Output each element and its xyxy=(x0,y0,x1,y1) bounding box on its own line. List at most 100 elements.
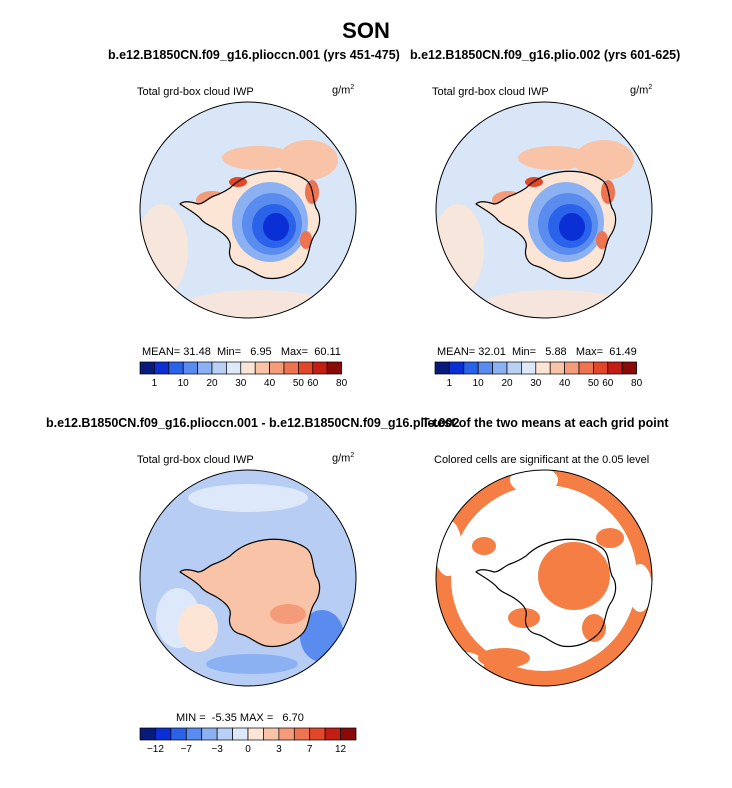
map-border xyxy=(139,469,357,687)
colorbar-tick-label: 0 xyxy=(245,744,251,755)
colorbar-tick-label: 3 xyxy=(276,744,282,755)
colorbar-tick-label: −12 xyxy=(147,744,164,755)
panel3-colorbar: −12 −7 −3 0 3 7 12 xyxy=(139,727,357,755)
map-field xyxy=(140,102,356,318)
panel1-colorbar: 1 10 20 30 40 50 60 80 xyxy=(139,361,348,389)
panel2-colorbar: 1 10 20 30 40 50 60 80 xyxy=(434,361,643,389)
interior-low-contour xyxy=(559,213,585,241)
antarctica-coastline xyxy=(179,538,321,648)
colorbar-cell xyxy=(549,361,565,375)
panel1-title: b.e12.B1850CN.f09_g16.plioccn.001 (yrs 4… xyxy=(108,48,400,62)
panel2-units: g/m2 xyxy=(630,84,653,97)
ocean-warm-patch xyxy=(188,290,328,318)
colorbar-cell xyxy=(278,727,295,741)
ocean-warm-patch xyxy=(484,290,624,318)
map-field xyxy=(436,102,652,318)
colorbar-tick-label: 20 xyxy=(501,378,513,389)
significant-patch xyxy=(478,648,530,668)
antarctica-coastline xyxy=(475,170,617,280)
colorbar-tick-label: 50 xyxy=(293,378,305,389)
map-border xyxy=(435,469,653,687)
colorbar-tick-label: 1 xyxy=(152,378,158,389)
panel3-units: g/m2 xyxy=(332,452,355,465)
colorbar-cell xyxy=(535,361,551,375)
colorbar-cell xyxy=(263,727,280,741)
colorbar-cell xyxy=(226,361,242,375)
land-diff-patch xyxy=(258,552,290,568)
coastal-high-patch xyxy=(518,146,590,170)
colorbar-cell xyxy=(211,361,227,375)
map-border xyxy=(435,101,653,319)
coastal-high-patch xyxy=(222,146,294,170)
significant-patch xyxy=(472,537,496,555)
panel1-map xyxy=(139,101,357,319)
colorbar-tick-label: 1 xyxy=(447,378,453,389)
colorbar-tick-label: 7 xyxy=(307,744,313,755)
colorbar-tick-label: 80 xyxy=(336,378,348,389)
panel1-units: g/m2 xyxy=(332,84,355,97)
panel2-title: b.e12.B1850CN.f09_g16.plio.002 (yrs 601-… xyxy=(410,48,681,62)
colorbar-cell xyxy=(154,361,170,375)
colorbar-cell xyxy=(232,727,249,741)
colorbar-tick-label: 50 xyxy=(588,378,600,389)
colorbar-cell xyxy=(521,361,537,375)
colorbar-tick-label: −7 xyxy=(181,744,193,755)
colorbar-tick-label: 30 xyxy=(235,378,247,389)
colorbar-cell xyxy=(168,361,184,375)
coastal-high-patch xyxy=(278,140,338,180)
ocean-diff-patch xyxy=(206,654,298,674)
colorbar-cell xyxy=(340,727,357,741)
significant-patch xyxy=(596,528,624,548)
colorbar-cell xyxy=(185,727,203,741)
colorbar-tick-label: 60 xyxy=(602,378,614,389)
colorbar-cell xyxy=(170,727,187,741)
colorbar-tick-label: −3 xyxy=(211,744,223,755)
colorbar-cell xyxy=(564,361,580,375)
colorbar-tick-label: 60 xyxy=(307,378,319,389)
colorbar-cell xyxy=(197,361,213,375)
panel4-map xyxy=(435,469,653,687)
coastal-high-patch xyxy=(574,140,634,180)
colorbar-cell xyxy=(247,727,264,741)
colorbar-cell xyxy=(463,361,479,375)
colorbar-cell xyxy=(269,361,285,375)
colorbar-cell xyxy=(326,361,342,375)
colorbar-tick-label: 40 xyxy=(264,378,276,389)
ocean-warm-patch xyxy=(436,204,484,296)
significant-interior-patch xyxy=(538,542,610,610)
ocean-diff-patch xyxy=(178,604,218,652)
colorbar-cell xyxy=(312,361,328,375)
colorbar-cell xyxy=(155,727,172,741)
antarctica-coastline xyxy=(179,170,321,280)
panel1-subtitle: Total grd-box cloud IWP xyxy=(137,86,254,98)
colorbar-cell xyxy=(283,361,299,375)
colorbar-cell xyxy=(240,361,256,375)
colorbar-cell xyxy=(216,727,233,741)
nonsignificant-gap xyxy=(510,470,558,494)
colorbar-cell xyxy=(492,361,508,375)
colorbar-tick-label: 20 xyxy=(206,378,218,389)
map-field xyxy=(140,470,356,686)
colorbar-cell xyxy=(309,727,326,741)
colorbar-cell xyxy=(434,361,450,375)
panel2-map xyxy=(435,101,653,319)
colorbar-cell xyxy=(201,727,218,741)
colorbar-cell xyxy=(621,361,637,375)
colorbar-cell xyxy=(593,361,609,375)
colorbar-cell xyxy=(477,361,493,375)
panel2-subtitle: Total grd-box cloud IWP xyxy=(432,86,549,98)
colorbar-cell xyxy=(324,727,341,741)
panel3-stats: MIN = -5.35 MAX = 6.70 xyxy=(176,712,304,724)
panel2-stats: MEAN= 32.01 Min= 5.88 Max= 61.49 xyxy=(437,346,637,358)
colorbar-tick-label: 80 xyxy=(631,378,643,389)
colorbar-cell xyxy=(139,361,155,375)
ocean-warm-patch xyxy=(140,204,188,296)
colorbar-cell xyxy=(254,361,270,375)
colorbar-tick-label: 10 xyxy=(473,378,485,389)
significant-patch xyxy=(508,608,540,628)
panel4-subtitle: Colored cells are significant at the 0.0… xyxy=(434,454,650,466)
panel3-map xyxy=(139,469,357,687)
colorbar-tick-label: 10 xyxy=(178,378,190,389)
coastal-high-patch xyxy=(596,231,608,249)
map-border xyxy=(139,101,357,319)
